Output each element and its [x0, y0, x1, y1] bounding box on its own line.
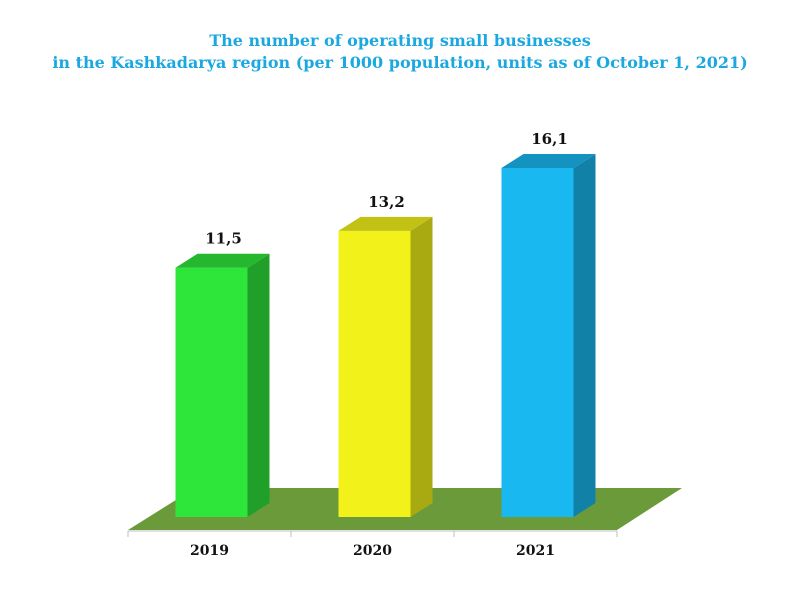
bar-top-face — [338, 216, 433, 231]
bar-front-face — [338, 230, 411, 518]
data-label: 11,5 — [205, 230, 242, 248]
chart-title-line-1: The number of operating small businesses — [209, 31, 591, 50]
x-tick-label: 2019 — [190, 543, 229, 559]
data-label: 16,1 — [531, 130, 568, 148]
x-tick-label: 2021 — [516, 543, 555, 559]
bar-side-face — [573, 154, 596, 517]
bars-group — [175, 154, 596, 518]
x-tick-label: 2020 — [353, 543, 392, 559]
data-label: 13,2 — [368, 193, 405, 211]
bar-top-face — [501, 154, 596, 168]
x-axis — [127, 530, 618, 537]
chart-title-line-2: in the Kashkadarya region (per 1000 popu… — [52, 53, 748, 72]
bar-top-face — [175, 253, 270, 268]
bar-side-face — [247, 253, 270, 517]
bar-front-face — [175, 267, 248, 517]
bar-2019 — [175, 253, 270, 517]
bar-front-face — [501, 168, 574, 517]
labels-group: 11,5 2019 13,2 2020 16,1 2021 — [190, 130, 568, 559]
bar-2021 — [501, 154, 596, 517]
bar-side-face — [410, 216, 433, 518]
bar-2020 — [338, 216, 433, 518]
chart-title: The number of operating small businesses… — [0, 30, 800, 74]
